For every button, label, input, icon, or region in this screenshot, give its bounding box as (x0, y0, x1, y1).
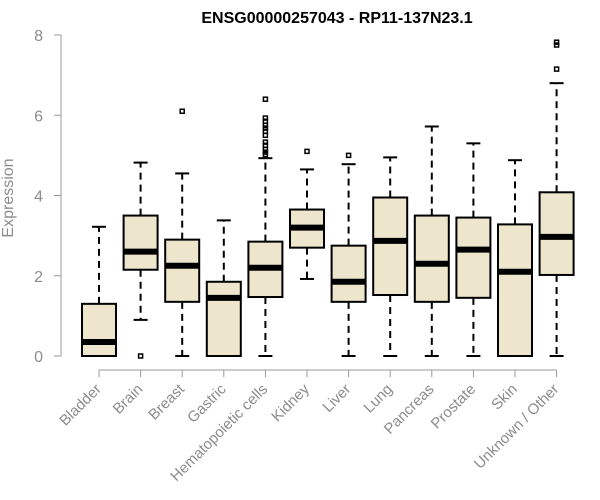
box-group-bladder (81, 225, 117, 357)
x-tick-label: Liver (319, 381, 354, 416)
box-group-brain (122, 161, 159, 359)
outlier-point (553, 42, 560, 48)
chart-title: ENSG00000257043 - RP11-137N23.1 (201, 10, 472, 27)
outlier-point (262, 128, 269, 135)
iqr-box (413, 214, 450, 303)
outlier-point (262, 96, 269, 102)
y-axis: 0 2 4 6 8 (34, 28, 62, 366)
box-group-prostate (455, 142, 492, 357)
iqr-box (81, 302, 117, 357)
outlier-point (345, 152, 352, 159)
outlier-point (262, 142, 269, 149)
outlier-point (262, 118, 269, 125)
box-group-gastric (205, 219, 242, 357)
iqr-box (372, 196, 409, 297)
outlier-point (137, 353, 144, 359)
box-group-skin (497, 159, 533, 357)
outlier-point (553, 39, 560, 45)
x-tick-label: Lung (360, 381, 396, 417)
iqr-box (455, 216, 492, 299)
outlier-point (262, 139, 269, 145)
x-tick-label: Skin (488, 381, 521, 414)
iqr-box (122, 214, 159, 271)
plot-area (81, 39, 575, 359)
y-tick-label: 2 (34, 269, 43, 286)
outlier-point (262, 125, 269, 131)
x-tick-label: Prostate (428, 381, 480, 433)
box-group-kidney (289, 148, 325, 280)
y-tick-label: 8 (34, 28, 43, 45)
y-axis-label: Expression (0, 158, 17, 237)
iqr-box (497, 223, 533, 357)
box-group-lung (372, 156, 409, 357)
x-tick-label: Kidney (268, 380, 313, 425)
x-tick-label: Breast (145, 380, 188, 423)
outlier-point (553, 66, 560, 72)
y-tick-label: 6 (34, 108, 43, 125)
box-group-liver (330, 152, 367, 357)
outlier-point (262, 115, 269, 121)
y-tick-label: 4 (34, 189, 43, 206)
outlier-point (262, 149, 269, 155)
outlier-point (304, 148, 310, 155)
box-group-breast (164, 108, 201, 357)
box-group-hematopoietic-cells (247, 96, 284, 357)
x-tick-label: Bladder (56, 381, 105, 430)
x-tick-label: Brain (110, 381, 147, 418)
box-group-unknown-other (538, 39, 575, 357)
iqr-box (330, 244, 367, 303)
y-tick-label: 0 (34, 349, 43, 366)
iqr-box (164, 238, 201, 303)
box-group-pancreas (413, 125, 450, 357)
iqr-box (205, 280, 242, 357)
iqr-box (538, 191, 575, 276)
outlier-point (179, 108, 185, 114)
